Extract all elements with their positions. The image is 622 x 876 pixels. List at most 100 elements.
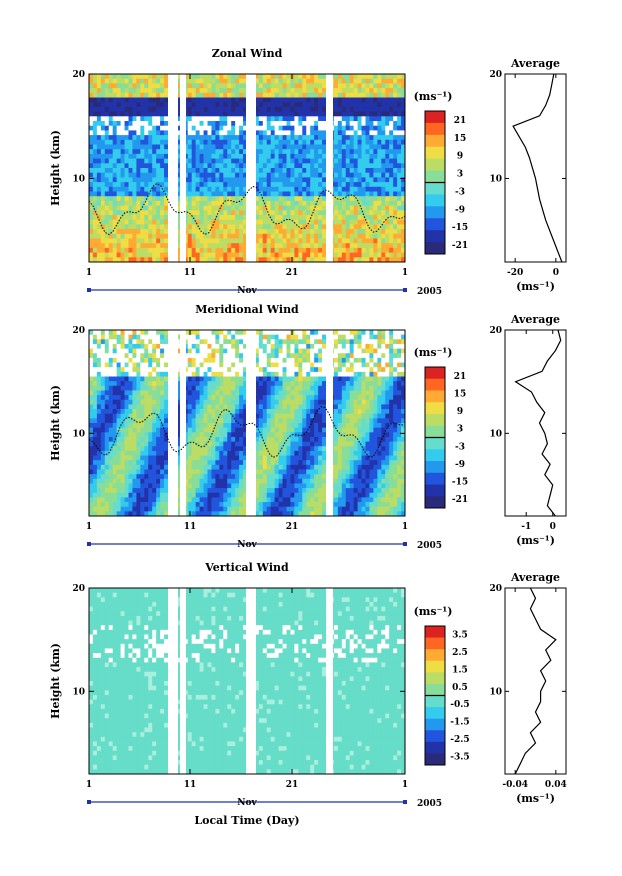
heatmap-cell	[175, 243, 181, 249]
heatmap-cell	[397, 144, 402, 150]
heatmap-cell	[215, 158, 220, 164]
heatmap-cell	[270, 125, 276, 131]
heatmap-cell	[361, 121, 366, 127]
heatmap-cell	[282, 257, 287, 263]
heatmap-cell	[373, 229, 378, 235]
heatmap-cell	[227, 182, 232, 188]
heatmap-cell	[124, 83, 129, 89]
heatmap-cell	[254, 125, 260, 131]
heatmap-cell	[262, 233, 268, 239]
heatmap-cell	[333, 92, 339, 98]
heatmap-cell	[164, 74, 169, 80]
heatmap-cell	[164, 130, 169, 136]
heatmap-cell	[108, 177, 114, 183]
heatmap-cell	[144, 353, 149, 359]
heatmap-cell	[254, 121, 260, 127]
heatmap-cell	[381, 182, 386, 188]
heatmap-cell	[274, 83, 279, 89]
heatmap-cell	[116, 436, 121, 442]
heatmap-cell	[243, 441, 248, 447]
heatmap-cell	[128, 149, 133, 155]
heatmap-cell	[108, 399, 114, 405]
heatmap-cell	[314, 116, 319, 122]
heatmap-cell	[116, 247, 121, 253]
heatmap-cell	[112, 339, 118, 345]
heatmap-cell	[262, 139, 268, 145]
heatmap-cell	[160, 158, 165, 164]
heatmap-cell	[152, 474, 157, 480]
heatmap-cell	[254, 238, 260, 244]
heatmap-cell	[274, 116, 279, 122]
heatmap-cell	[191, 432, 197, 438]
heatmap-cell	[100, 83, 106, 89]
heatmap-cell	[223, 215, 228, 221]
heatmap-cell	[294, 144, 299, 150]
heatmap-cell	[227, 144, 232, 150]
heatmap-cell	[116, 492, 121, 498]
heatmap-cell	[140, 83, 145, 89]
heatmap-cell	[191, 186, 197, 192]
heatmap-cell	[290, 224, 295, 230]
heatmap-cell	[128, 186, 133, 192]
heatmap-cell	[278, 149, 283, 155]
heatmap-cell	[148, 153, 153, 159]
heatmap-cell	[89, 97, 94, 103]
heatmap-cell	[191, 158, 197, 164]
heatmap-cell	[243, 413, 248, 419]
heatmap-cell	[381, 233, 386, 239]
heatmap-cell	[274, 186, 279, 192]
heatmap-cell	[254, 371, 260, 377]
heatmap-cell	[104, 353, 110, 359]
heatmap-cell	[243, 257, 248, 263]
heatmap-cell	[140, 229, 145, 235]
heatmap-cell	[148, 460, 153, 466]
heatmap-cell	[333, 88, 339, 94]
heatmap-cell	[104, 111, 110, 117]
heatmap-cell	[318, 191, 323, 197]
heatmap-cell	[314, 182, 319, 188]
heatmap-cell	[203, 102, 208, 108]
heatmap-cell	[243, 348, 248, 354]
heatmap-cell	[195, 441, 200, 447]
heatmap-cell	[148, 483, 153, 489]
heatmap-cell	[262, 149, 268, 155]
heatmap-cell	[100, 247, 106, 253]
heatmap-cell	[112, 413, 118, 419]
heatmap-cell	[239, 418, 244, 424]
heatmap-cell	[401, 111, 406, 117]
heatmap-cell	[401, 219, 406, 225]
heatmap-cell	[207, 390, 212, 396]
heatmap-cell	[136, 348, 141, 354]
heatmap-cell	[211, 191, 216, 197]
heatmap-cell	[92, 215, 98, 221]
heatmap-cell	[381, 135, 386, 141]
heatmap-cell	[199, 390, 204, 396]
heatmap-cell	[270, 186, 276, 192]
heatmap-cell	[322, 215, 327, 221]
heatmap-cell	[223, 172, 228, 178]
heatmap-cell	[235, 483, 240, 489]
heatmap-cell	[148, 497, 153, 503]
heatmap-cell	[215, 191, 220, 197]
heatmap-cell	[191, 139, 197, 145]
heatmap-cell	[132, 130, 137, 136]
heatmap-cell	[345, 233, 351, 239]
heatmap-cell	[156, 177, 161, 183]
heatmap-cell	[243, 116, 248, 122]
heatmap-cell	[282, 97, 287, 103]
heatmap-cell	[298, 177, 303, 183]
heatmap-cell	[262, 205, 268, 211]
heatmap-cell	[156, 116, 161, 122]
heatmap-cell	[357, 158, 362, 164]
heatmap-cell	[262, 106, 268, 112]
heatmap-cell	[116, 111, 121, 117]
heatmap-cell	[298, 106, 303, 112]
heatmap-cell	[254, 474, 260, 480]
heatmap-cell	[223, 334, 228, 340]
heatmap-cell	[128, 191, 133, 197]
heatmap-cell	[207, 348, 212, 354]
heatmap-cell	[207, 357, 212, 363]
heatmap-cell	[128, 243, 133, 249]
heatmap-cell	[100, 168, 106, 174]
heatmap-cell	[254, 418, 260, 424]
